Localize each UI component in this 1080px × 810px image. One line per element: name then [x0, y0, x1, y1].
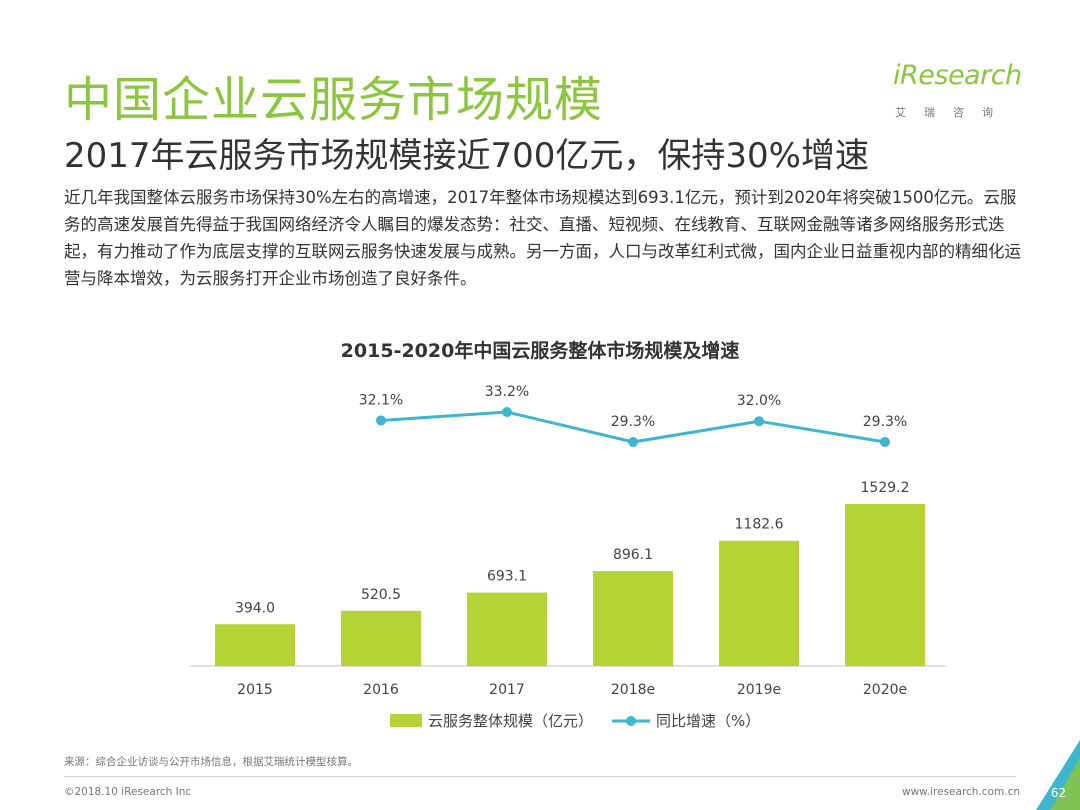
x-tick-2017: 2017 — [489, 682, 525, 698]
growth-label-2019e: 32.0% — [737, 393, 781, 409]
growth-point-2020e — [880, 437, 890, 447]
growth-point-2017 — [502, 407, 512, 417]
legend-bar-label: 云服务整体规模（亿元） — [428, 712, 593, 730]
bar-label-2019e: 1182.6 — [735, 517, 784, 533]
body-paragraph: 近几年我国整体云服务市场保持30%左右的高增速，2017年整体市场规模达到693… — [64, 188, 1021, 288]
growth-label-2017: 33.2% — [485, 384, 529, 400]
source-note: 来源：综合企业访谈与公开市场信息，根据艾瑞统计模型核算。 — [64, 756, 358, 768]
x-tick-2019e: 2019e — [737, 682, 781, 698]
logo-subtitle: 艾瑞咨询 — [895, 106, 1011, 119]
x-tick-2018e: 2018e — [611, 682, 655, 698]
bar-2018e — [593, 571, 673, 666]
copyright: ©2018.10 iResearch Inc — [64, 786, 192, 798]
growth-point-2018e — [628, 437, 638, 447]
page-subtitle: 2017年云服务市场规模接近700亿元，保持30%增速 — [64, 136, 869, 176]
bar-label-2020e: 1529.2 — [861, 480, 910, 496]
legend-line-label: 同比增速（%） — [656, 712, 760, 730]
bar-label-2017: 693.1 — [487, 569, 527, 585]
chart-title: 2015-2020年中国云服务整体市场规模及增速 — [340, 340, 740, 362]
growth-label-2020e: 29.3% — [863, 414, 907, 430]
bar-2015 — [215, 624, 295, 666]
growth-point-2016 — [376, 415, 386, 426]
iresearch-logo: iResearch 艾瑞咨询 — [893, 60, 1028, 122]
bar-2019e — [719, 540, 799, 666]
page-number: 62 — [1050, 786, 1066, 800]
x-tick-2020e: 2020e — [863, 682, 907, 698]
footer-divider — [64, 776, 1016, 777]
legend-line-marker — [626, 716, 636, 726]
logo-wordmark: iResearch — [893, 60, 1022, 91]
growth-label-2016: 32.1% — [359, 392, 403, 408]
growth-label-2018e: 29.3% — [611, 414, 655, 430]
x-tick-2015: 2015 — [237, 682, 273, 698]
website-link[interactable]: www.iresearch.com.cn — [901, 786, 1020, 798]
bar-2017 — [467, 592, 547, 666]
x-tick-2016: 2016 — [363, 682, 399, 698]
bar-label-2015: 394.0 — [235, 600, 275, 616]
bar-label-2018e: 896.1 — [613, 547, 653, 563]
bar-2016 — [341, 610, 421, 666]
bar-label-2016: 520.5 — [361, 587, 401, 603]
legend-bar-swatch — [390, 714, 422, 727]
bar-2020e — [845, 504, 925, 666]
growth-point-2019e — [754, 416, 764, 427]
corner-decoration — [1036, 740, 1080, 810]
page-title: 中国企业云服务市场规模 — [64, 72, 604, 128]
